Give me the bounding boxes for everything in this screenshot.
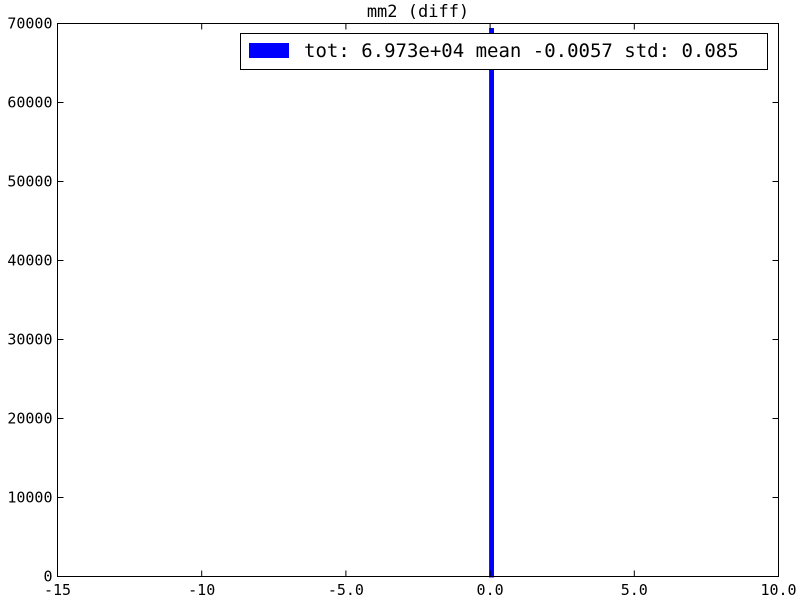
y-tick-labels: 0 10000 20000 30000 40000 50000 60000 70000 — [7, 15, 52, 586]
y-tick-label: 60000 — [7, 94, 52, 112]
x-tick-labels: -15 -10 -5.0 0.0 5.0 10.0 — [44, 581, 797, 599]
x-tick-label: -15 — [44, 581, 71, 599]
y-tick-label: 50000 — [7, 173, 52, 191]
y-tick-label: 10000 — [7, 489, 52, 507]
legend-label: tot: 6.973e+04 mean -0.0057 std: 0.085 — [304, 40, 739, 62]
y-tick-label: 70000 — [7, 15, 52, 33]
y-tick-label: 40000 — [7, 252, 52, 270]
histogram-bar — [489, 28, 494, 578]
axis-ticks — [57, 23, 779, 577]
chart-title: mm2 (diff) — [367, 2, 469, 22]
x-tick-label: -10 — [188, 581, 215, 599]
plot-frame — [57, 23, 779, 577]
x-tick-label: 10.0 — [760, 581, 796, 599]
x-tick-label: 5.0 — [621, 581, 648, 599]
x-tick-label: 0.0 — [477, 581, 504, 599]
legend-swatch — [249, 43, 289, 58]
legend: tot: 6.973e+04 mean -0.0057 std: 0.085 — [240, 33, 768, 70]
histogram-bars — [489, 28, 494, 578]
legend-box — [240, 33, 768, 70]
y-tick-label: 0 — [43, 568, 52, 586]
y-tick-label: 20000 — [7, 410, 52, 428]
y-tick-label: 30000 — [7, 331, 52, 349]
x-tick-label: -5.0 — [328, 581, 364, 599]
